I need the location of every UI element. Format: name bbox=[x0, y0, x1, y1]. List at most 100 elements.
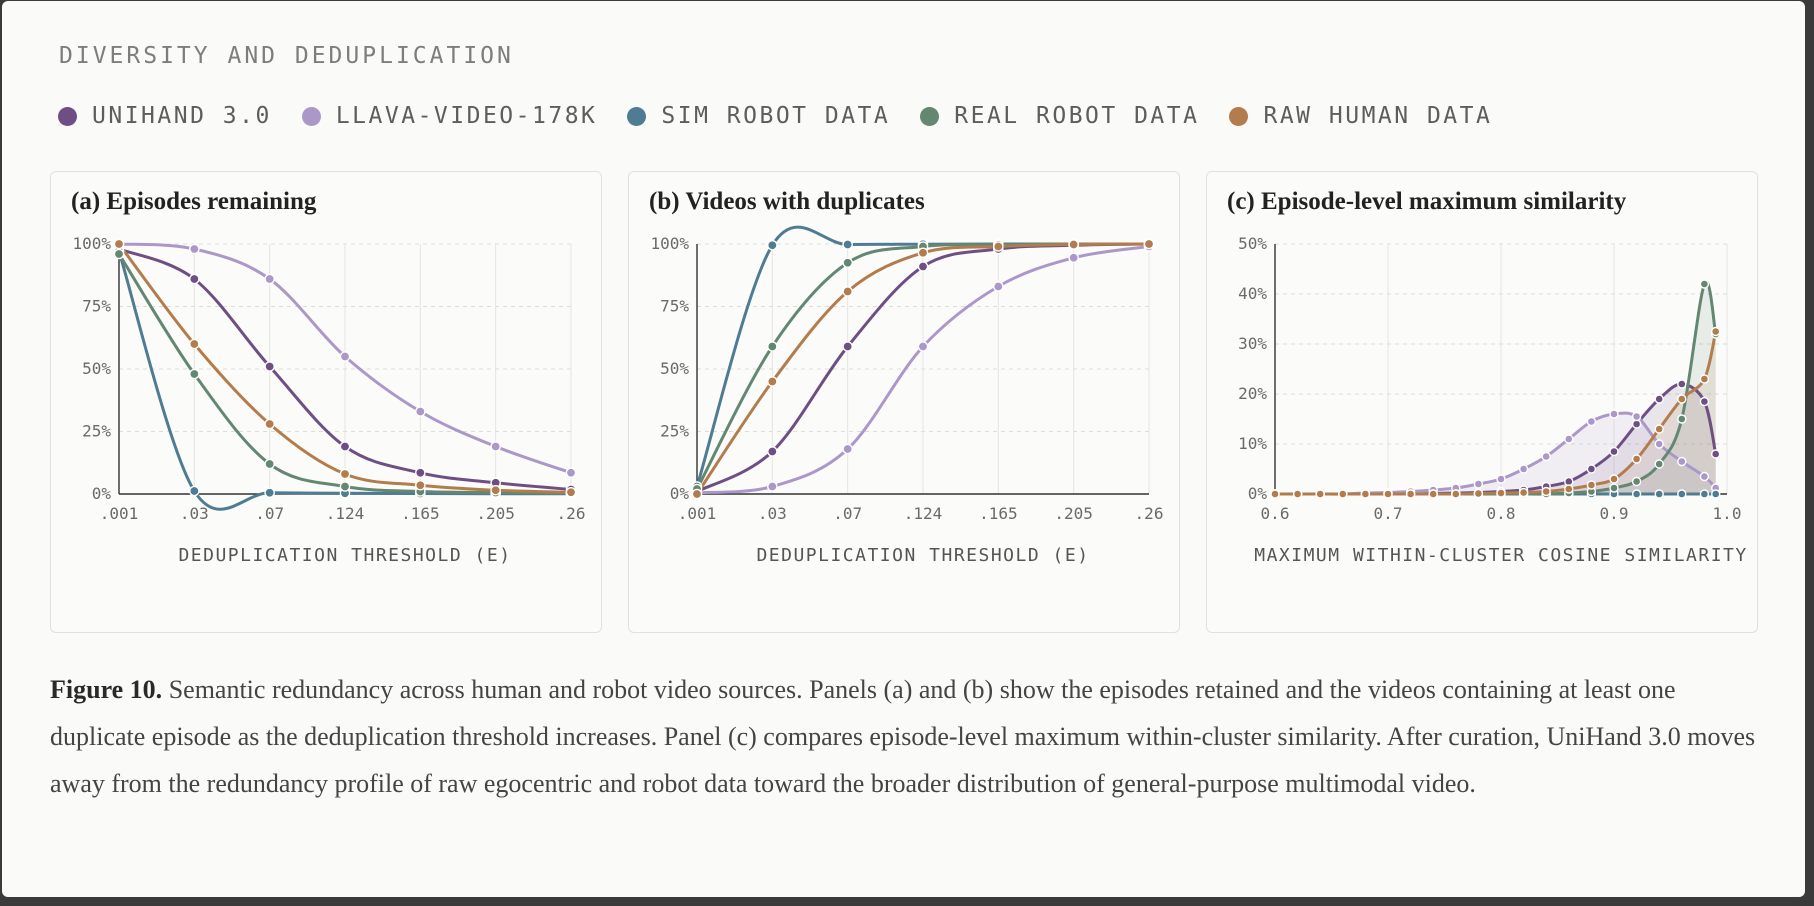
y-tick-label: 25% bbox=[660, 422, 689, 441]
data-point-raw-human-data bbox=[1654, 424, 1664, 434]
series-area-unihand-3-0 bbox=[1275, 383, 1716, 495]
y-tick-label: 50% bbox=[1238, 234, 1267, 253]
data-point-real-robot-data bbox=[1677, 414, 1687, 424]
legend-dot-icon bbox=[1229, 106, 1249, 126]
panel-episodes-remaining: (a) Episodes remaining 0% 25% 50% 75% 100% .0… bbox=[50, 171, 602, 633]
data-point-llava-video-178k bbox=[264, 273, 275, 285]
data-point-raw-human-data bbox=[1677, 394, 1687, 404]
data-point-llava-video-178k bbox=[189, 243, 200, 255]
data-point-llava-video-178k bbox=[1609, 409, 1619, 419]
panel-title: (a) Episodes remaining bbox=[71, 188, 317, 215]
data-point-raw-human-data bbox=[264, 418, 275, 430]
caption-label: Figure 10. bbox=[50, 675, 163, 704]
y-tick-label: 40% bbox=[1238, 284, 1267, 303]
y-tick-label: 75% bbox=[82, 297, 111, 316]
legend-label: REAL ROBOT DATA bbox=[954, 103, 1200, 129]
series-area-llava-video-178k bbox=[1275, 413, 1716, 495]
data-point-real-robot-data bbox=[189, 368, 200, 380]
x-tick-label: .165 bbox=[979, 504, 1018, 523]
data-point-llava-video-178k bbox=[339, 351, 351, 362]
legend-label: UNIHAND 3.0 bbox=[92, 103, 272, 129]
data-point-llava-video-178k bbox=[1654, 439, 1664, 449]
data-point-unihand-3-0 bbox=[842, 341, 853, 352]
data-point-real-robot-data bbox=[339, 481, 351, 492]
legend-item-real-robot: REAL ROBOT DATA bbox=[920, 103, 1199, 129]
y-tick-label: 10% bbox=[1238, 434, 1267, 453]
data-point-llava-video-178k bbox=[565, 467, 577, 479]
x-tick-label: .03 bbox=[758, 504, 787, 523]
data-point-raw-human-data bbox=[1428, 489, 1438, 499]
x-tick-label: .124 bbox=[904, 504, 943, 523]
data-point-raw-human-data bbox=[1496, 488, 1506, 498]
data-point-llava-video-178k bbox=[1496, 474, 1506, 484]
data-point-raw-human-data bbox=[767, 376, 778, 387]
x-tick-label: .26 bbox=[557, 504, 586, 523]
data-point-real-robot-data bbox=[842, 257, 853, 269]
data-point-unihand-3-0 bbox=[1564, 476, 1574, 487]
data-point-sim-robot-data bbox=[1631, 489, 1642, 499]
data-point-raw-human-data bbox=[490, 484, 501, 496]
legend-label: SIM ROBOT DATA bbox=[661, 103, 891, 129]
y-tick-label: 25% bbox=[82, 422, 111, 441]
data-point-raw-human-data bbox=[339, 468, 351, 480]
data-point-unihand-3-0 bbox=[1699, 396, 1710, 407]
legend-dot-icon bbox=[58, 106, 77, 126]
data-point-raw-human-data bbox=[842, 286, 853, 297]
data-point-unihand-3-0 bbox=[339, 441, 351, 452]
data-point-llava-video-178k bbox=[1541, 451, 1551, 462]
legend-dot-icon bbox=[920, 106, 940, 126]
figure-caption: Figure 10. Semantic redundancy across hu… bbox=[50, 666, 1760, 807]
x-tick-label: .124 bbox=[326, 504, 365, 523]
x-axis-label: DEDUPLICATION THRESHOLD (E) bbox=[756, 545, 1089, 566]
data-point-raw-human-data bbox=[1315, 489, 1325, 499]
legend-dot-icon bbox=[627, 106, 647, 126]
data-point-sim-robot-data bbox=[1699, 489, 1710, 499]
data-point-sim-robot-data bbox=[189, 485, 200, 497]
data-point-unihand-3-0 bbox=[1654, 394, 1664, 404]
data-point-llava-video-178k bbox=[842, 443, 853, 455]
data-point-raw-human-data bbox=[1383, 489, 1393, 499]
data-point-real-robot-data bbox=[264, 458, 275, 470]
data-point-raw-human-data bbox=[113, 238, 125, 250]
chart-episodes-remaining: 0% 25% 50% 75% 100% .001 .03 .07 .124 .165 .205 .26… bbox=[72, 234, 586, 566]
y-tick-label: 0% bbox=[92, 484, 112, 503]
data-point-llava-video-178k bbox=[1631, 411, 1642, 422]
data-point-unihand-3-0 bbox=[767, 446, 778, 457]
data-point-raw-human-data bbox=[1143, 238, 1155, 250]
data-point-raw-human-data bbox=[993, 241, 1004, 252]
data-point-llava-video-178k bbox=[1677, 456, 1687, 467]
legend-label: LLAVA-VIDEO-178K bbox=[335, 103, 598, 129]
data-point-sim-robot-data bbox=[1711, 489, 1721, 499]
data-point-real-robot-data bbox=[113, 248, 125, 260]
data-point-raw-human-data bbox=[189, 338, 200, 350]
x-tick-label: .205 bbox=[476, 504, 515, 523]
data-point-raw-human-data bbox=[1699, 374, 1710, 384]
data-point-sim-robot-data bbox=[1654, 489, 1664, 499]
data-point-llava-video-178k bbox=[993, 281, 1004, 292]
data-point-llava-video-178k bbox=[1518, 464, 1529, 474]
data-point-unihand-3-0 bbox=[1677, 379, 1687, 389]
x-tick-label: .03 bbox=[180, 504, 209, 523]
x-tick-label: .165 bbox=[401, 504, 440, 523]
data-point-unihand-3-0 bbox=[1631, 419, 1642, 429]
y-tick-label: 50% bbox=[82, 359, 111, 378]
data-point-real-robot-data bbox=[767, 341, 778, 352]
legend-dot-icon bbox=[301, 106, 321, 126]
x-tick-label: .205 bbox=[1054, 504, 1093, 523]
data-point-llava-video-178k bbox=[1564, 434, 1574, 444]
data-point-sim-robot-data bbox=[264, 487, 275, 499]
y-tick-label: 100% bbox=[650, 234, 689, 253]
legend-item-raw-human: RAW HUMAN DATA bbox=[1229, 103, 1492, 129]
data-point-sim-robot-data bbox=[767, 239, 778, 251]
legend-item-sim-robot: SIM ROBOT DATA bbox=[627, 103, 890, 129]
data-point-real-robot-data bbox=[1699, 279, 1710, 289]
figure-header: DIVERSITY AND DEDUPLICATION bbox=[59, 43, 514, 69]
data-point-raw-human-data bbox=[415, 479, 426, 491]
x-tick-label: .07 bbox=[833, 504, 862, 523]
x-tick-label: 0.8 bbox=[1487, 504, 1516, 523]
data-point-llava-video-178k bbox=[1586, 416, 1597, 427]
data-point-real-robot-data bbox=[1654, 459, 1664, 469]
data-point-raw-human-data bbox=[691, 488, 703, 500]
data-point-llava-video-178k bbox=[1068, 252, 1079, 264]
x-tick-label: 0.6 bbox=[1261, 504, 1290, 523]
